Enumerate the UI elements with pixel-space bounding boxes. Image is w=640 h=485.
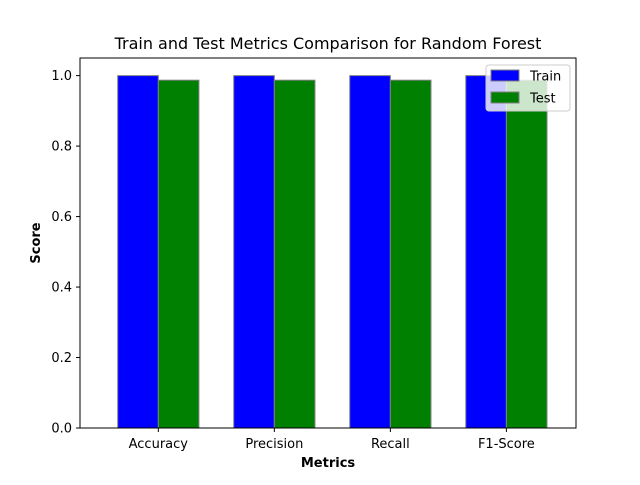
y-tick-label: 0.6 <box>51 210 72 225</box>
plot-area <box>79 57 577 429</box>
legend-swatch-train <box>490 69 520 82</box>
chart-title: Train and Test Metrics Comparison for Ra… <box>114 34 542 53</box>
y-tick-label: 0.8 <box>51 140 72 155</box>
bar-train-recall <box>349 75 391 429</box>
legend-swatch-test <box>490 91 520 104</box>
y-tick-label: 0.2 <box>51 351 72 366</box>
legend-label-test: Test <box>529 92 556 107</box>
x-tick-label-recall: Recall <box>371 437 410 452</box>
y-tick-label: 0.4 <box>51 281 72 296</box>
x-tick-label-precision: Precision <box>245 437 303 452</box>
x-tick-label-accuracy: Accuracy <box>129 437 189 452</box>
bar-test-recall <box>389 79 432 429</box>
y-axis-ticks: 0.0 0.2 0.4 0.6 0.8 1.0 <box>51 69 80 437</box>
bars <box>117 75 548 429</box>
x-axis-ticks: Accuracy Precision Recall F1-Score <box>129 428 535 452</box>
legend-label-train: Train <box>529 70 561 85</box>
bar-train-precision <box>233 75 275 429</box>
bar-test-f1-score <box>505 79 548 429</box>
y-tick-label: 1.0 <box>51 69 72 84</box>
x-tick-label-f1-score: F1-Score <box>478 437 535 452</box>
x-axis-label: Metrics <box>301 456 356 471</box>
y-axis-label: Score <box>29 222 44 263</box>
bar-test-accuracy <box>157 79 200 429</box>
bar-test-precision <box>273 79 316 429</box>
legend: Train Test <box>485 64 571 112</box>
bar-train-f1-score <box>465 75 507 429</box>
y-tick-label: 0.0 <box>51 422 72 437</box>
bar-train-accuracy <box>117 75 159 429</box>
